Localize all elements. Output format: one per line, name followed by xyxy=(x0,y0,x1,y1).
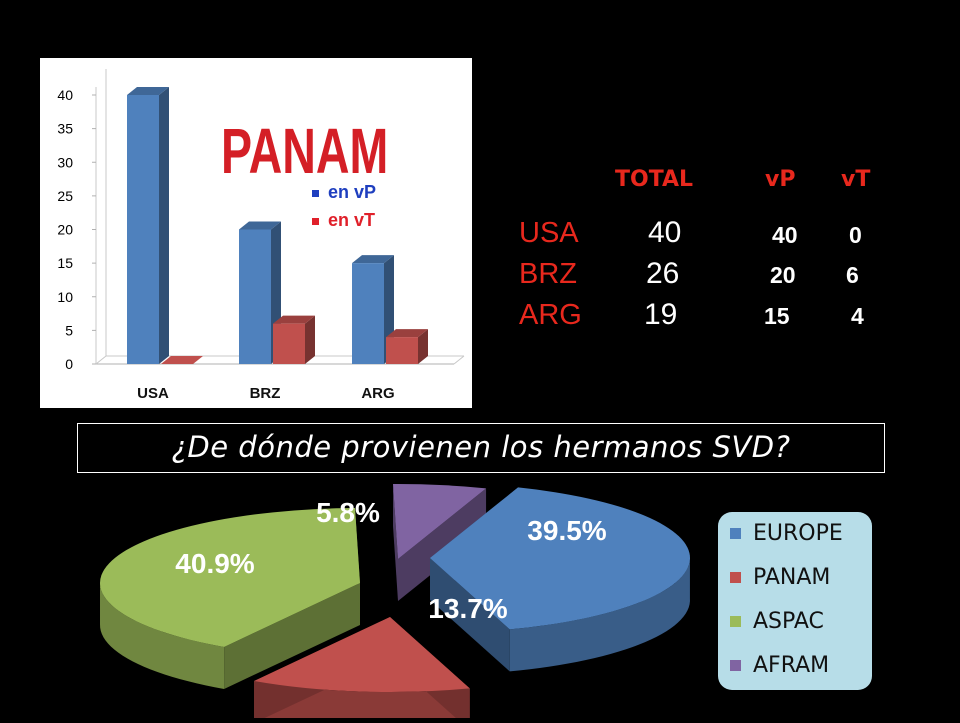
y-tick-label: 15 xyxy=(57,255,73,271)
pie-slice-top xyxy=(100,508,360,647)
row-brz-vp: 20 xyxy=(770,262,796,288)
pie-slice-cut xyxy=(398,488,487,601)
row-arg-total: 19 xyxy=(644,298,678,331)
bar-arg-vp-top xyxy=(352,255,394,264)
legend-swatch xyxy=(730,615,741,627)
y-tick-label: 40 xyxy=(57,87,73,103)
pie-data-label: 39.5% xyxy=(527,515,606,546)
legend-label-panam: PANAM xyxy=(753,564,831,590)
pie-slice-panam xyxy=(254,617,470,723)
y-tick-label: 35 xyxy=(57,121,73,137)
pie-legend-item-panam: PANAM xyxy=(730,562,830,592)
bar-legend-label: en vT xyxy=(328,210,375,230)
bar-arg-vt-side xyxy=(418,329,428,364)
pie-legend: EUROPE PANAM ASPAC AFRAM xyxy=(718,512,872,690)
bar-usa-vp xyxy=(127,87,169,364)
legend-swatch xyxy=(730,571,741,583)
y-tick-label: 20 xyxy=(57,222,73,238)
pie-legend-item-afram: AFRAM xyxy=(730,650,829,680)
pie-slice-cut xyxy=(224,583,360,689)
pie-slice-side xyxy=(509,556,690,672)
row-brz-country: BRZ xyxy=(519,258,577,290)
bar-legend-swatch xyxy=(312,218,319,225)
y-tick-label: 0 xyxy=(65,356,73,372)
bar-usa-vt-top xyxy=(161,356,203,364)
pie-slice-top xyxy=(254,617,470,692)
legend-label-europe: EUROPE xyxy=(753,520,843,546)
pie-chart-svg: 39.5% 13.7% 40.9% 5.8% xyxy=(100,484,690,723)
bar-usa-vp-top xyxy=(127,87,169,95)
row-usa-total: 40 xyxy=(648,216,682,249)
pie-slice-afram xyxy=(393,484,487,601)
legend-label-aspac: ASPAC xyxy=(753,608,824,634)
row-arg-country: ARG xyxy=(519,299,582,331)
bar-legend-swatch xyxy=(312,190,319,197)
pie-slice-aspac xyxy=(100,508,360,689)
legend-swatch xyxy=(730,527,741,539)
bar-arg-vt-top xyxy=(386,329,428,338)
plot-floor-left xyxy=(95,355,107,365)
bar-brz-vt-top xyxy=(273,315,315,324)
chart-title: PANAM xyxy=(221,116,388,187)
bar-usa-vp-front xyxy=(127,95,159,364)
y-tick-label: 25 xyxy=(57,188,73,204)
bar-legend-label: en vP xyxy=(328,182,376,202)
bar-arg-vp xyxy=(352,255,394,364)
row-usa-vp: 40 xyxy=(772,222,798,248)
row-arg-vt: 4 xyxy=(851,303,864,329)
bar-arg-vt xyxy=(386,329,428,364)
legend-label-afram: AFRAM xyxy=(753,652,830,678)
row-brz-total: 26 xyxy=(646,257,680,290)
bar-brz-vp-front xyxy=(239,229,271,364)
pie-slice-top xyxy=(393,484,487,559)
pie-slice-top xyxy=(430,487,690,630)
header-vp: vP xyxy=(765,167,796,192)
bar-arg-vt-front xyxy=(386,337,418,364)
row-arg-vp: 15 xyxy=(764,303,790,329)
plot-floor-edge xyxy=(453,355,465,365)
bar-brz-vt xyxy=(273,315,315,364)
bar-brz-vp-top xyxy=(239,221,281,230)
pie-legend-item-aspac: ASPAC xyxy=(730,606,824,636)
question-banner: ¿De dónde provienen los hermanos SVD? xyxy=(77,423,885,473)
pie-slice-cut xyxy=(393,484,398,601)
bar-usa-vp-side xyxy=(159,87,169,364)
pie-data-label: 5.8% xyxy=(316,497,380,528)
y-tick-label: 10 xyxy=(57,289,73,305)
pie-data-label: 40.9% xyxy=(175,548,254,579)
header-vt: vT xyxy=(841,167,871,192)
pie-slice-side xyxy=(100,582,225,689)
bar-brz-vt-front xyxy=(273,323,305,364)
pie-legend-item-europe: EUROPE xyxy=(730,518,843,548)
row-brz-vt: 6 xyxy=(846,262,859,288)
y-tick-label: 30 xyxy=(57,154,73,170)
x-tick-label: BRZ xyxy=(250,385,281,402)
header-total: TOTAL xyxy=(615,167,694,192)
pie-chart: 39.5% 13.7% 40.9% 5.8% xyxy=(80,478,720,723)
stats-table: TOTAL vP vT USA 40 40 0 BRZ 26 20 6 ARG … xyxy=(515,165,895,335)
x-tick-label: USA xyxy=(137,385,169,402)
pie-slice-cut xyxy=(430,558,510,672)
bar-usa-vt xyxy=(161,356,203,364)
x-tick-label: ARG xyxy=(361,385,394,402)
bar-brz-vt-side xyxy=(305,315,315,364)
row-usa-country: USA xyxy=(519,217,579,249)
row-usa-vt: 0 xyxy=(849,222,862,248)
legend-swatch xyxy=(730,659,741,671)
y-tick-label: 5 xyxy=(65,322,73,338)
pie-slice-europe xyxy=(430,487,690,672)
bar-chart-panel: 0 5 10 15 20 25 30 35 40 USA BRZ ARG PANAM en vP en vT xyxy=(40,58,472,408)
bar-arg-vp-front xyxy=(352,263,384,364)
pie-data-label: 13.7% xyxy=(428,593,507,624)
